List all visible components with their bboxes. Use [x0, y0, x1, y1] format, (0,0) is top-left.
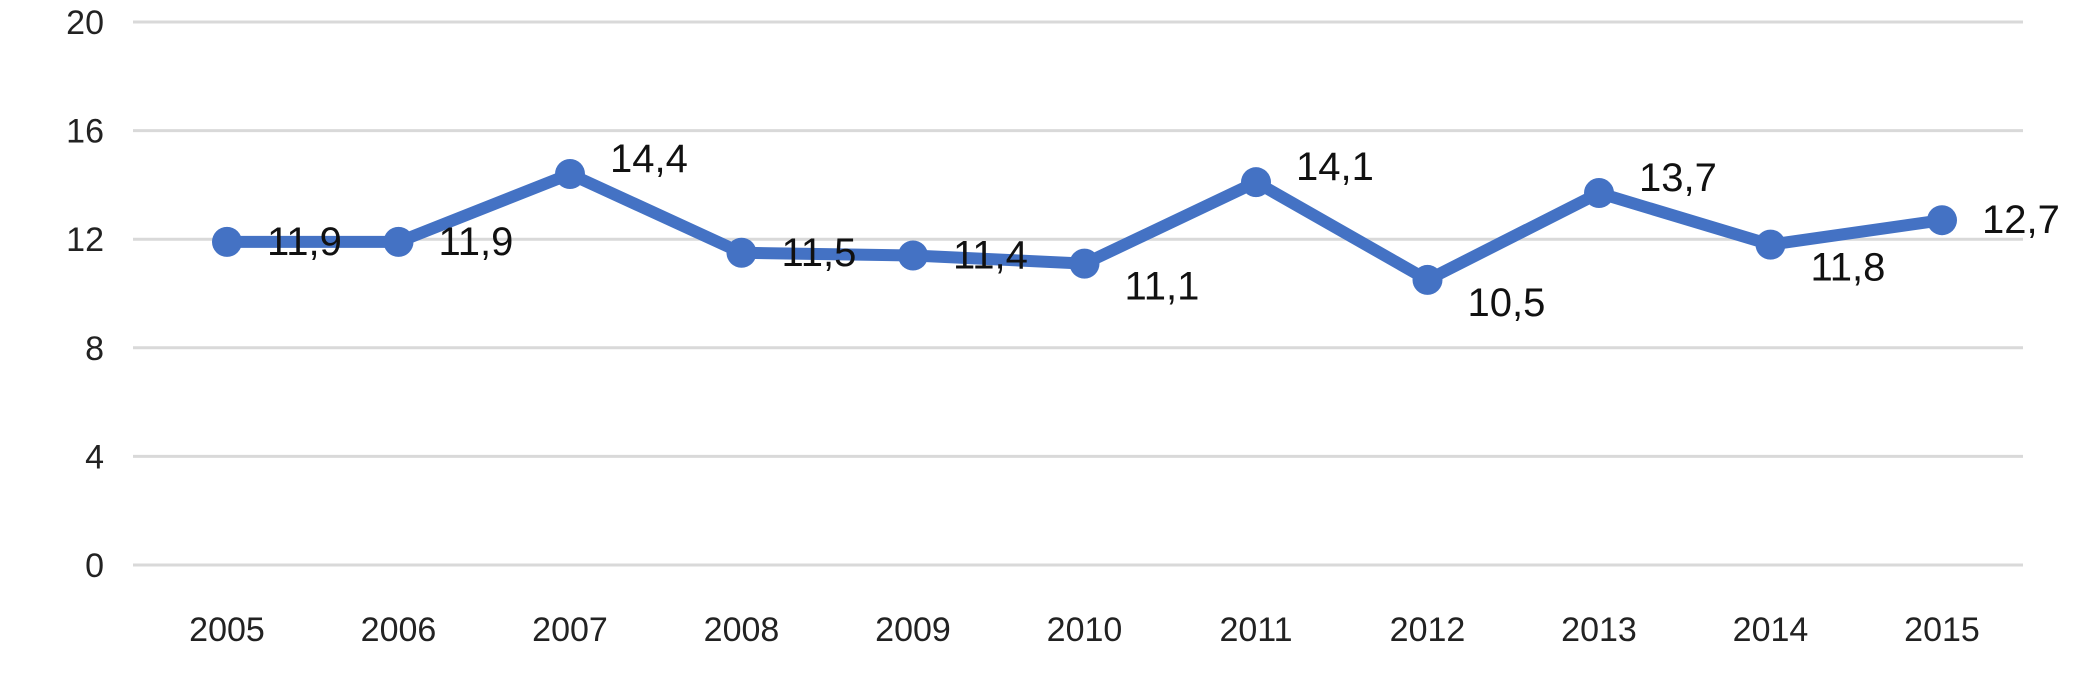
- data-point: [1755, 229, 1786, 260]
- x-tick-label: 2006: [361, 611, 437, 649]
- x-tick-label: 2009: [875, 611, 951, 649]
- data-point: [1584, 178, 1614, 209]
- data-label: 10,5: [1468, 281, 1546, 325]
- data-label: 11,1: [1125, 265, 1200, 309]
- y-axis-tick-labels: 0 4 8 12 16 20: [66, 4, 104, 585]
- data-label: 12,7: [1982, 198, 2060, 242]
- data-point: [1069, 248, 1100, 279]
- data-label: 11,9: [267, 220, 342, 264]
- x-tick-label: 2010: [1047, 611, 1123, 649]
- y-tick-label: 4: [85, 438, 104, 476]
- data-point: [555, 159, 585, 190]
- data-point: [1927, 205, 1957, 236]
- y-tick-label: 12: [66, 221, 104, 259]
- data-point: [212, 226, 242, 257]
- y-tick-label: 20: [66, 4, 104, 42]
- x-axis-tick-labels: 2005 2006 2007 2008 2009 2010 2011 2012 2013 2014…: [189, 611, 1980, 649]
- x-tick-label: 2013: [1561, 611, 1637, 649]
- gridlines: [133, 20, 2023, 567]
- x-tick-label: 2011: [1219, 611, 1292, 649]
- x-tick-label: 2015: [1904, 611, 1980, 649]
- x-tick-label: 2008: [704, 611, 780, 649]
- data-point: [726, 237, 757, 268]
- data-point: [383, 226, 414, 257]
- y-tick-label: 16: [66, 113, 104, 151]
- data-label: 11,4: [953, 233, 1028, 277]
- data-label: 14,1: [1296, 145, 1374, 189]
- data-point: [1241, 167, 1271, 198]
- x-tick-label: 2012: [1390, 611, 1466, 649]
- data-label: 14,4: [610, 137, 688, 181]
- data-point: [1412, 264, 1443, 295]
- data-label: 13,7: [1639, 156, 1717, 200]
- data-point: [898, 240, 928, 271]
- series-group: [212, 159, 1957, 295]
- data-label: 11,5: [782, 231, 857, 275]
- data-labels: 11,9 11,9 14,4 11,5 11,4 11,1 14,1 10,5 13,7 11,8…: [267, 137, 2060, 325]
- x-tick-label: 2014: [1733, 611, 1809, 649]
- x-tick-label: 2007: [532, 611, 608, 649]
- y-tick-label: 8: [85, 330, 104, 368]
- data-label: 11,8: [1811, 246, 1886, 290]
- y-tick-label: 0: [85, 547, 104, 585]
- data-label: 11,9: [439, 220, 514, 264]
- x-tick-label: 2005: [189, 611, 265, 649]
